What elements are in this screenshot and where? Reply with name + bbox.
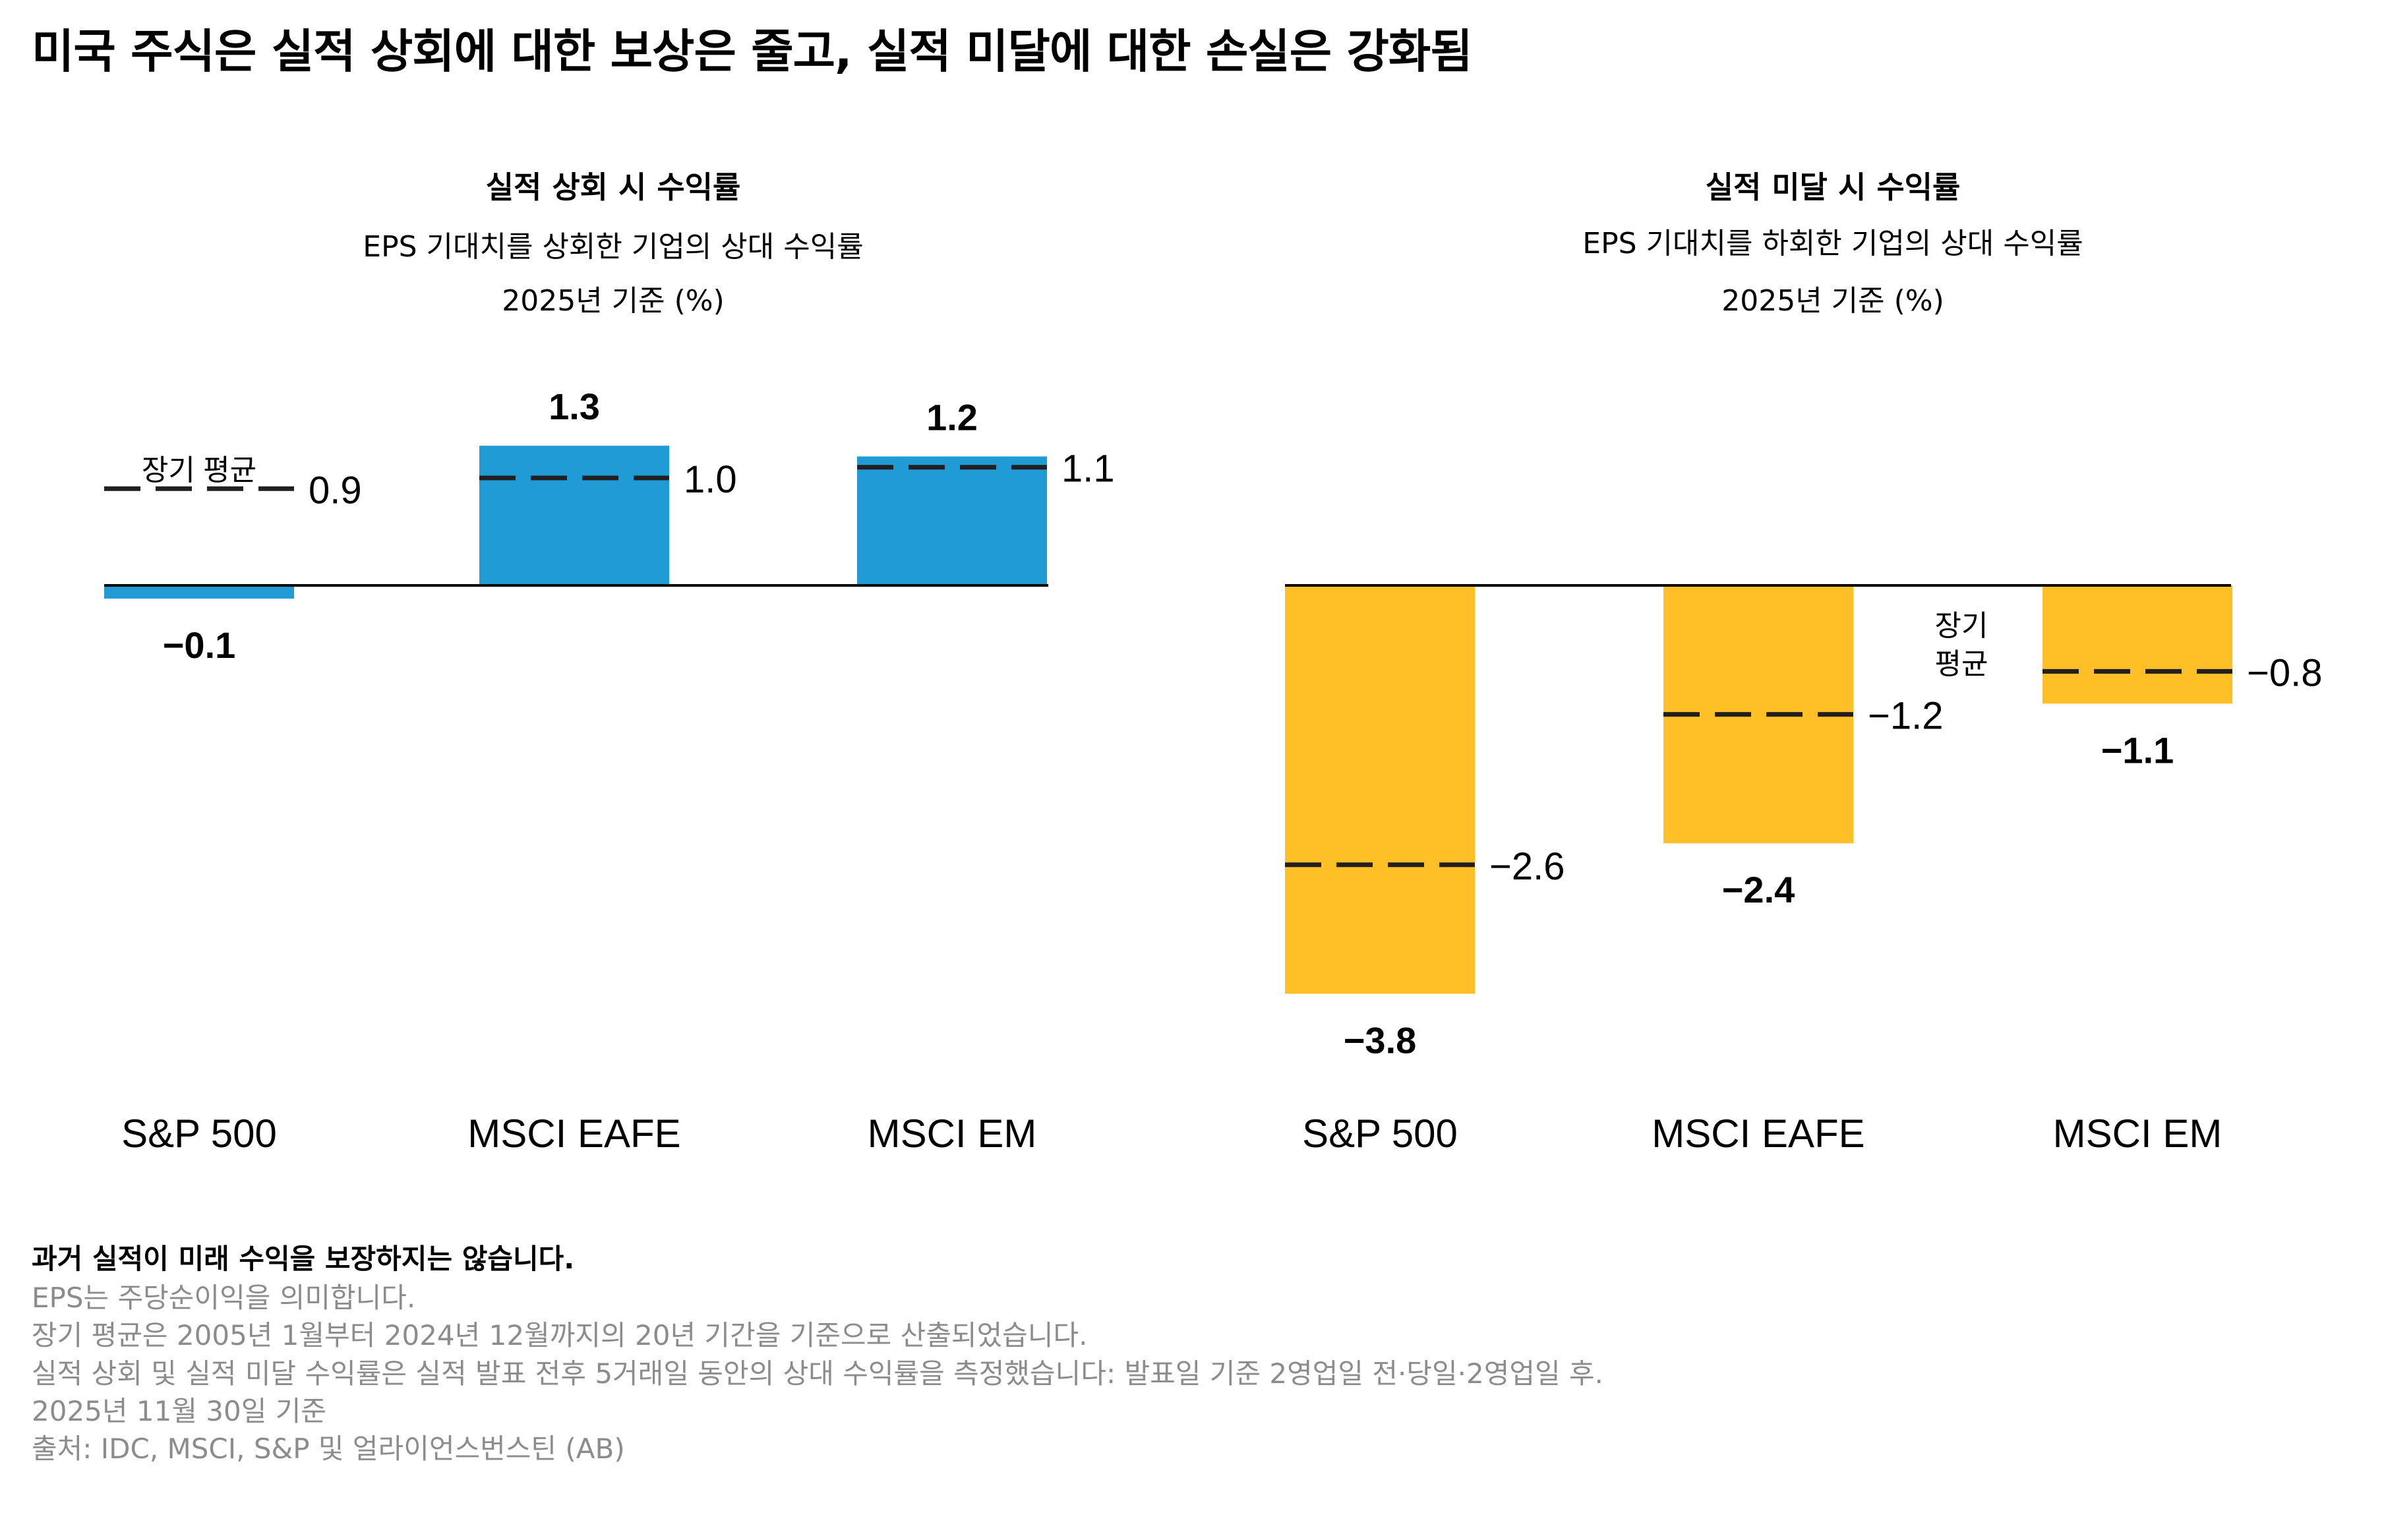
bar-s-p-500 — [104, 585, 294, 599]
average-value-label: −2.6 — [1489, 845, 1565, 888]
average-value-label: −1.2 — [1868, 695, 1944, 738]
disclaimer-text: 과거 실적이 미래 수익을 보장하지는 않습니다. — [32, 1243, 575, 1275]
average-value-label: 1.1 — [1061, 448, 1115, 490]
average-value-label: −0.8 — [2247, 651, 2323, 694]
footnote-line: EPS는 주당순이익을 의미합니다. — [32, 1282, 416, 1314]
miss-panel-title: 실적 미달 시 수익률 — [1705, 169, 1961, 205]
average-annotation: 평균 — [1935, 648, 1988, 680]
value-label: −3.8 — [1344, 1019, 1417, 1061]
beat-panel-title: 실적 상회 시 수익률 — [485, 169, 741, 205]
average-annotation: 장기 — [1935, 610, 1988, 642]
bar-msci-eafe — [479, 446, 669, 585]
category-label: MSCI EAFE — [467, 1111, 680, 1156]
page-title: 미국 주식은 실적 상회에 대한 보상은 줄고, 실적 미달에 대한 손실은 강… — [32, 24, 1473, 78]
average-value-label: 0.9 — [309, 469, 362, 512]
category-label: S&P 500 — [1302, 1111, 1458, 1156]
miss-panel-unit-note: 2025년 기준 (%) — [1721, 284, 1944, 318]
beat-panel-subtitle: EPS 기대치를 상회한 기업의 상대 수익률 — [363, 230, 864, 264]
beat-panel-unit-note: 2025년 기준 (%) — [502, 284, 725, 318]
value-label: 1.2 — [926, 396, 978, 438]
footnote-line: 장기 평균은 2005년 1월부터 2024년 12월까지의 20년 기간을 기… — [32, 1319, 1088, 1351]
category-label: MSCI EM — [868, 1111, 1037, 1156]
category-label: S&P 500 — [121, 1111, 277, 1156]
bar-msci-em — [2043, 585, 2232, 704]
miss-chart: −3.8 −2.4 −1.1 −2.6 −1.2 −0.8 S&P 500 MSCI EAFE… — [1285, 584, 2323, 1156]
footnote-line: 실적 상회 및 실적 미달 수익률은 실적 발표 전후 5거래일 동안의 상대 … — [32, 1357, 1603, 1390]
average-annotation: 장기 평균 — [142, 454, 256, 487]
bar-s-p-500 — [1285, 585, 1475, 994]
value-label: −1.1 — [2101, 729, 2174, 771]
value-label: −2.4 — [1722, 869, 1795, 910]
value-label: −0.1 — [163, 624, 236, 666]
average-value-label: 1.0 — [684, 458, 737, 501]
beat-chart: −0.1 1.3 1.2 0.9 1.0 1.1 S&P 500 MSCI EAFE MSCI … — [104, 386, 1115, 1156]
footnote-line: 출처: IDC, MSCI, S&P 및 얼라이언스번스틴 (AB) — [32, 1433, 625, 1465]
value-label: 1.3 — [549, 386, 600, 427]
footnote-line: 2025년 11월 30일 기준 — [32, 1395, 327, 1427]
bar-msci-em — [857, 456, 1047, 585]
category-label: MSCI EAFE — [1652, 1111, 1864, 1156]
miss-panel-subtitle: EPS 기대치를 하회한 기업의 상대 수익률 — [1582, 227, 2083, 260]
category-label: MSCI EM — [2053, 1111, 2222, 1156]
